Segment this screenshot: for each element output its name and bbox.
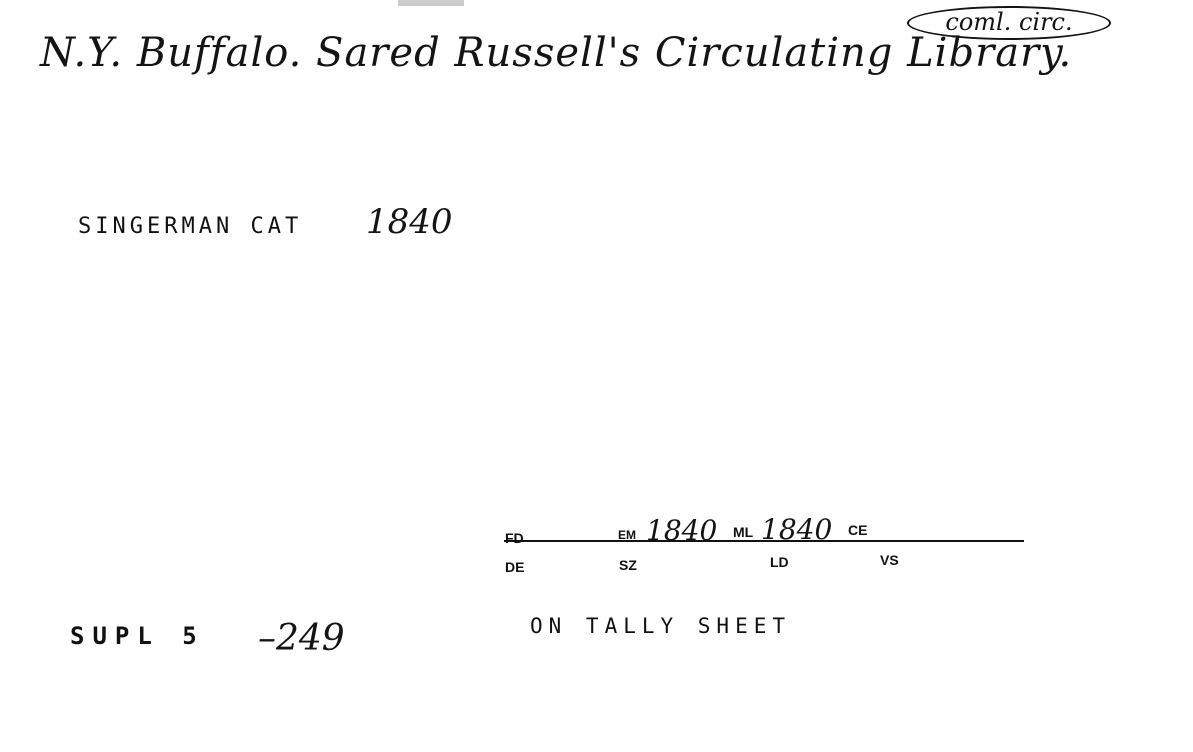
- form-label-ld: LD: [770, 554, 789, 570]
- form-label-sz: SZ: [619, 557, 637, 573]
- supplement-prefix: SUPL 5: [70, 622, 205, 650]
- form-label-ce: CE: [848, 522, 868, 538]
- classification-stamp: coml. circ.: [907, 6, 1111, 40]
- form-label-vs: VS: [880, 552, 899, 568]
- form-label-ml: ML: [733, 524, 754, 540]
- form-value-em: 1840: [646, 514, 718, 547]
- ink-smudge: [398, 0, 464, 6]
- supplement-number-value: 249: [276, 618, 345, 659]
- supplement-number: –249: [258, 618, 345, 659]
- singerman-year: 1840: [366, 202, 453, 242]
- form-rule: [504, 540, 1024, 542]
- card-heading: N.Y. Buffalo. Sared Russell's Circulatin…: [40, 30, 1073, 76]
- tally-sheet-note: ON TALLY SHEET: [530, 614, 792, 638]
- singerman-label: SINGERMAN CAT: [78, 214, 303, 239]
- form-label-em: EM: [618, 528, 636, 542]
- form-label-fd: FD: [505, 530, 524, 546]
- form-label-de: DE: [505, 559, 525, 575]
